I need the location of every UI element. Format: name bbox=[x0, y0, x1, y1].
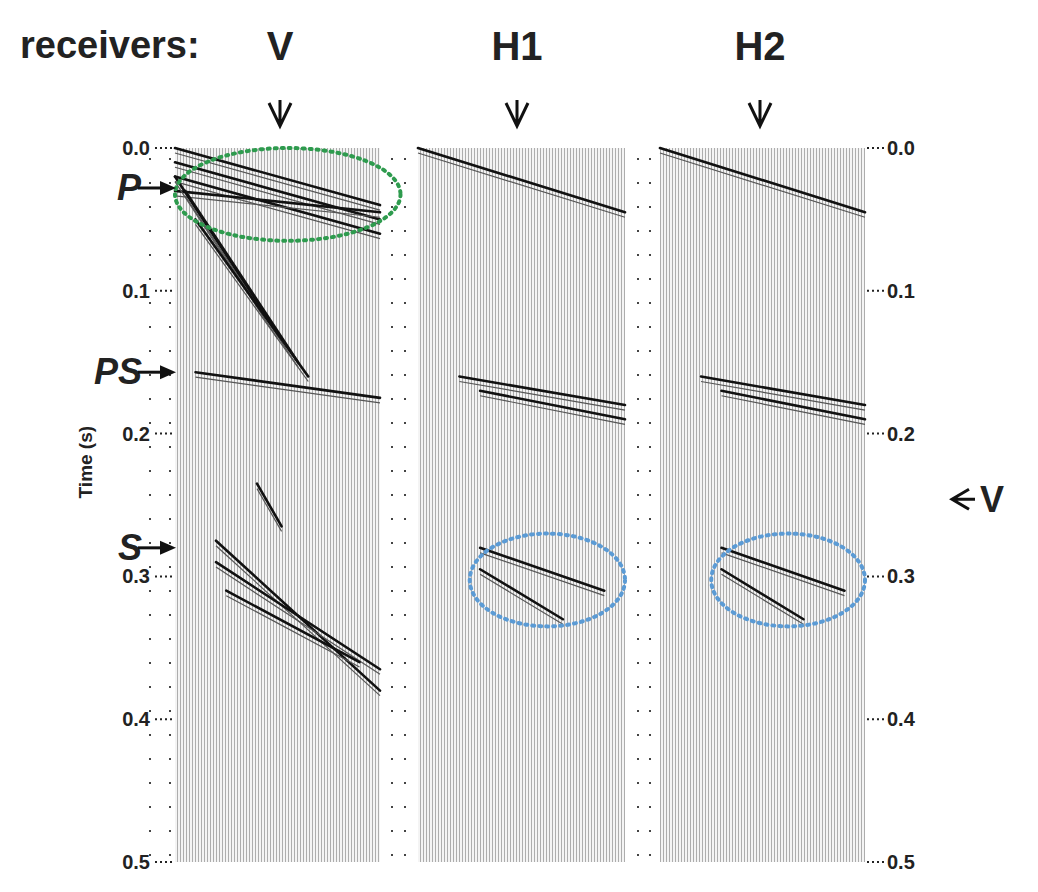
receiver-arrow bbox=[506, 100, 528, 126]
event-echo bbox=[418, 153, 625, 217]
event-echo bbox=[196, 377, 381, 403]
tick-label-left: 0.5 bbox=[122, 851, 150, 873]
tick-right bbox=[867, 433, 884, 435]
tick-label-left: 0.2 bbox=[122, 423, 150, 445]
event bbox=[216, 562, 380, 669]
tick-left bbox=[155, 433, 172, 435]
event bbox=[175, 162, 380, 219]
tick-label-right: 0.5 bbox=[887, 851, 915, 873]
event bbox=[196, 372, 381, 398]
dotted-separator bbox=[649, 158, 651, 862]
panel-label: H2 bbox=[734, 24, 785, 68]
dotted-separator bbox=[637, 158, 639, 862]
event bbox=[175, 191, 380, 212]
title: receivers: bbox=[20, 24, 200, 66]
event bbox=[257, 484, 282, 527]
event-echo bbox=[480, 553, 604, 596]
tick-label-left: 0.0 bbox=[122, 137, 150, 159]
panel-traces bbox=[175, 148, 380, 862]
tick-label-left: 0.4 bbox=[122, 708, 151, 730]
event bbox=[226, 591, 359, 662]
tick-label-right: 0.0 bbox=[887, 137, 915, 159]
tick-left bbox=[155, 861, 172, 863]
tick-left bbox=[155, 718, 172, 720]
tick-left bbox=[155, 147, 172, 149]
tick-right bbox=[867, 575, 884, 577]
highlight-ellipse bbox=[711, 534, 865, 627]
event-arrow-head bbox=[160, 181, 176, 195]
tick-left bbox=[155, 575, 172, 577]
tick-label-left: 0.3 bbox=[122, 565, 150, 587]
event-echo bbox=[722, 574, 804, 624]
panel-label: V bbox=[267, 24, 294, 68]
y-axis-title: Time (s) bbox=[75, 426, 96, 499]
tick-right bbox=[867, 147, 884, 149]
event-echo bbox=[196, 224, 309, 381]
receiver-arrow bbox=[269, 100, 291, 126]
event-echo bbox=[257, 489, 282, 532]
event bbox=[722, 548, 845, 591]
tick-left bbox=[155, 290, 172, 292]
event-echo bbox=[701, 381, 865, 410]
event-echo bbox=[660, 153, 865, 217]
tick-right bbox=[867, 861, 884, 863]
panel-traces bbox=[418, 148, 625, 862]
tick-label-left: 0.1 bbox=[122, 280, 150, 302]
event-echo bbox=[480, 574, 563, 624]
tick-label-right: 0.2 bbox=[887, 423, 915, 445]
event-arrow-head bbox=[160, 541, 176, 555]
tick-label-right: 0.3 bbox=[887, 565, 915, 587]
highlight-ellipse bbox=[470, 534, 625, 627]
event bbox=[480, 391, 625, 420]
event-echo bbox=[216, 567, 380, 674]
event-echo bbox=[226, 596, 359, 667]
receiver-arrow bbox=[749, 100, 771, 126]
event-echo bbox=[175, 167, 380, 224]
event bbox=[216, 541, 380, 691]
tick-right bbox=[867, 718, 884, 720]
event-echo bbox=[175, 182, 380, 239]
dotted-separator bbox=[169, 158, 171, 862]
dotted-separator bbox=[149, 158, 151, 862]
event bbox=[196, 219, 309, 376]
tick-right bbox=[867, 290, 884, 292]
event-arrow-head bbox=[160, 365, 176, 379]
right-arrow bbox=[952, 489, 975, 509]
event-echo bbox=[722, 396, 866, 425]
event-echo bbox=[175, 196, 380, 217]
event-echo bbox=[480, 396, 625, 425]
event-echo bbox=[459, 381, 625, 410]
event bbox=[418, 148, 625, 212]
tick-label-right: 0.1 bbox=[887, 280, 915, 302]
tick-label-right: 0.4 bbox=[887, 708, 916, 730]
event bbox=[660, 148, 865, 212]
right-label: V bbox=[980, 479, 1004, 520]
event bbox=[480, 548, 604, 591]
event bbox=[722, 391, 866, 420]
event-echo bbox=[722, 553, 845, 596]
event-label: PS bbox=[94, 351, 142, 392]
dotted-separator bbox=[391, 158, 393, 862]
highlight-ellipse bbox=[175, 148, 401, 241]
panel-traces bbox=[660, 148, 865, 862]
dotted-separator bbox=[404, 158, 406, 862]
panel-label: H1 bbox=[491, 24, 542, 68]
event-echo bbox=[216, 546, 380, 696]
